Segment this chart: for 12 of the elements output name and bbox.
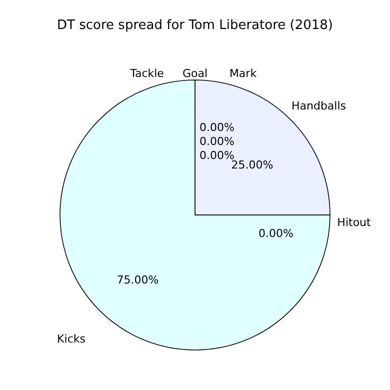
text: 0.00% [200, 135, 234, 148]
slice-label: Kicks [57, 332, 86, 346]
category-label: Mark [229, 67, 257, 80]
data-label: 75.00% [116, 273, 159, 286]
category-label: Hitout [337, 216, 371, 229]
category-label: Tackle [130, 67, 164, 80]
text: 0.00% [258, 227, 294, 240]
slice-label: Handballs [291, 99, 346, 112]
chart-title: DT score spread for Tom Liberatore (2018) [57, 18, 333, 33]
data-label: 25.00% [231, 158, 274, 172]
text: 0.00% [200, 121, 234, 134]
category-label: Goal [182, 67, 208, 80]
